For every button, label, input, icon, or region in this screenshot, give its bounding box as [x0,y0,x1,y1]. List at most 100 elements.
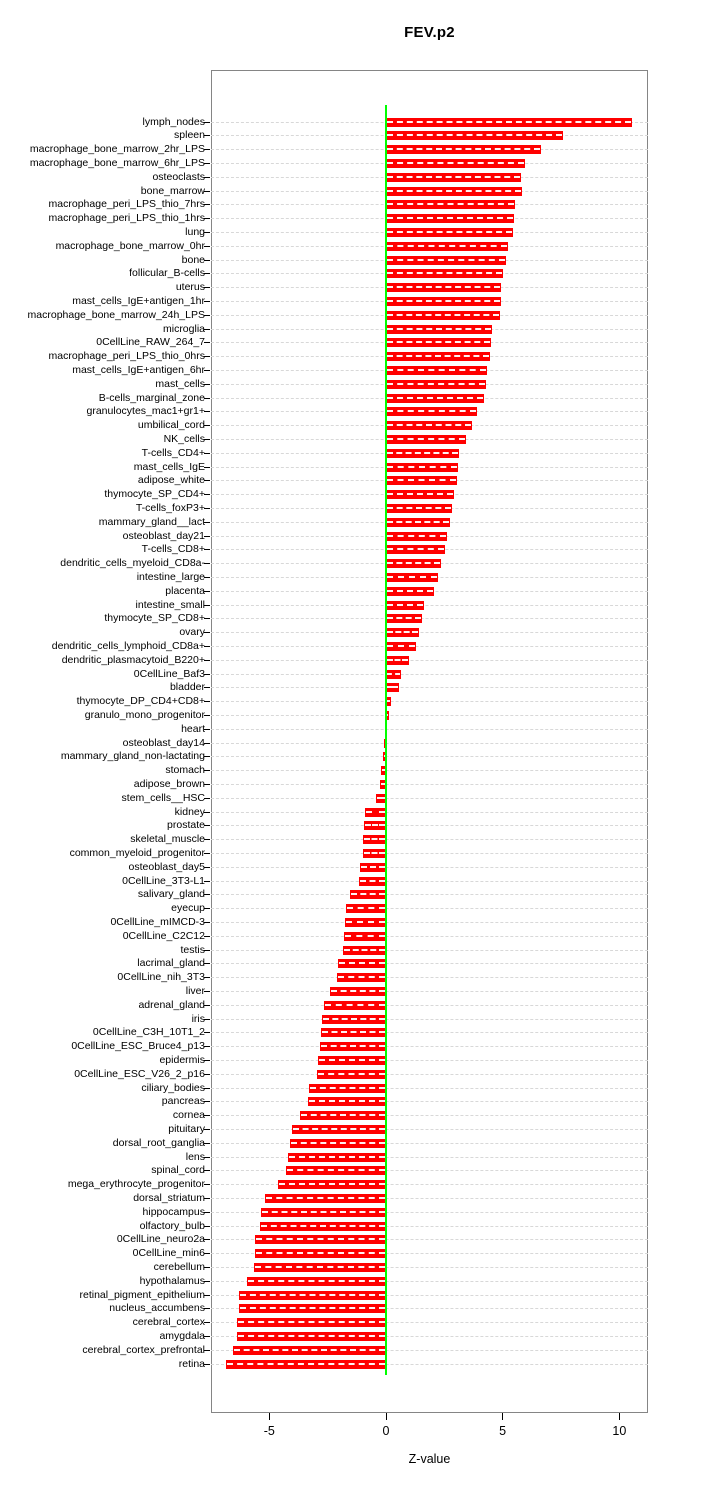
gridline [211,1294,648,1296]
category-label: stem_cells__HSC [121,791,205,804]
bar-grid-dash [363,851,385,854]
bar-grid-dash [361,865,385,868]
y-tick [204,1142,210,1144]
gridline [211,632,648,634]
bar [261,1207,386,1217]
bar [381,766,386,776]
y-tick [204,949,210,951]
y-tick [204,135,210,137]
bar-grid-dash [320,1045,385,1048]
bar-grid-dash [363,838,385,841]
y-tick [204,411,210,413]
y-tick [204,673,210,675]
gridline [211,645,648,647]
category-label: bone_marrow [140,184,205,197]
chart-title: FEV.p2 [404,24,455,41]
bar [386,407,477,417]
bar [309,1083,386,1093]
category-label: prostate [167,819,205,832]
bar [233,1345,386,1355]
gridline [211,714,648,716]
bar [319,1042,386,1052]
y-tick [204,507,210,509]
bar-grid-dash [387,700,390,703]
y-tick [204,535,210,537]
bar-grid-dash [321,1031,385,1034]
y-tick [204,1128,210,1130]
bar-grid-dash [278,1183,385,1186]
category-label: iris [191,1012,205,1025]
bar [346,904,386,914]
y-tick [204,963,210,965]
y-tick [204,563,210,565]
bar [386,421,473,431]
category-label: spinal_cord [151,1164,205,1177]
category-label: mega_erythrocyte_progenitor [67,1178,205,1191]
y-tick [204,1225,210,1227]
bar [386,158,525,168]
bar [239,1290,386,1300]
category-label: dendritic_plasmacytoid_B220+ [61,653,205,666]
category-label: 0CellLine_RAW_264_7 [96,336,205,349]
bar-grid-dash [387,203,515,206]
bar [226,1359,386,1369]
y-tick [204,908,210,910]
gridline [211,783,648,785]
gridline [211,659,648,661]
bar [386,172,522,182]
bar-grid-dash [261,1224,385,1227]
category-label: mammary_gland_non-lactating [60,750,205,763]
bar-grid-dash [387,424,472,427]
bar-grid-dash [387,575,438,578]
bar [264,1193,386,1203]
bar [299,1111,386,1121]
x-axis-label: Z-value [408,1452,451,1466]
y-tick [204,314,210,316]
category-label: macrophage_bone_marrow_0hr [55,239,205,252]
bar-grid-dash [343,948,385,951]
bar-grid-dash [387,520,450,523]
category-label: pancreas [161,1095,205,1108]
y-tick [204,328,210,330]
gridline [211,811,648,813]
y-tick [204,494,210,496]
category-label: macrophage_bone_marrow_2hr_LPS [29,143,205,156]
bar [239,1304,386,1314]
bar-grid-dash [237,1334,385,1337]
bar [318,1055,386,1065]
bar-grid-dash [387,134,563,137]
y-tick [204,880,210,882]
bar-grid-dash [346,920,385,923]
y-tick [204,990,210,992]
bar [382,752,386,762]
bar-grid-dash [382,769,385,772]
category-label: 0CellLine_C2C12 [122,929,205,942]
bar [386,572,439,582]
bar [345,917,386,927]
category-label: follicular_B-cells [129,267,205,280]
y-tick [204,852,210,854]
bar-grid-dash [387,506,452,509]
bar [386,186,523,196]
gridline [211,963,648,965]
gridline [211,1156,648,1158]
y-tick [204,1156,210,1158]
gridline [211,1184,648,1186]
bar [386,379,487,389]
bar-grid-dash [387,465,458,468]
gridline [211,935,648,937]
category-label: intestine_small [135,598,205,611]
x-tick-label: 0 [382,1424,390,1438]
y-tick [204,1253,210,1255]
category-label: salivary_gland [137,888,205,901]
gridline [211,1335,648,1337]
gridline [211,1115,648,1117]
bar [386,462,459,472]
bar [386,365,488,375]
y-tick [204,977,210,979]
gridline [211,742,648,744]
gridline [211,701,648,703]
bar-grid-dash [383,755,385,758]
category-label: osteoblast_day14 [122,736,205,749]
bar [285,1166,386,1176]
